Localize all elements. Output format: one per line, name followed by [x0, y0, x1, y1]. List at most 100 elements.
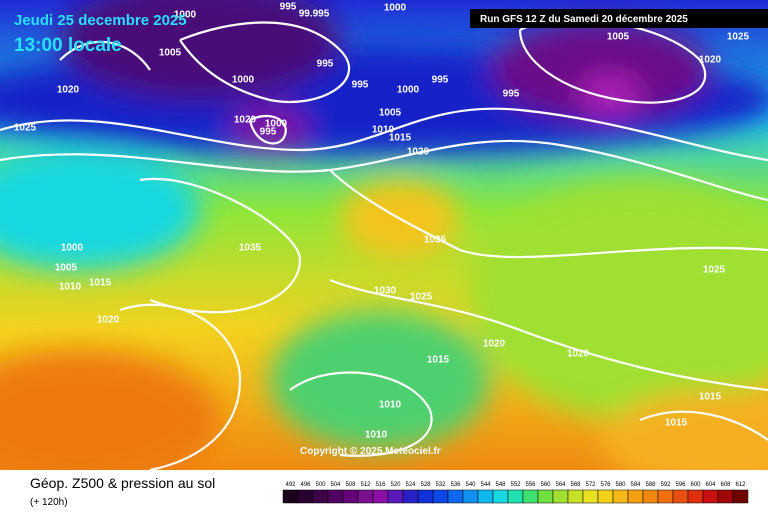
- scale-swatch: [672, 489, 689, 504]
- isobar-label: 1000: [61, 243, 84, 254]
- scale-swatch: [492, 489, 509, 504]
- scale-label: 544: [480, 482, 491, 488]
- isobar-label: 1015: [389, 133, 412, 144]
- isobar-label: 995: [352, 80, 369, 91]
- isobar-label: 1015: [89, 278, 112, 289]
- scale-label: 608: [720, 482, 731, 488]
- isobar-label: 1020: [57, 85, 80, 96]
- isobar-label: 1005: [159, 48, 182, 59]
- scale-swatch: [732, 489, 749, 504]
- isobar-label: 1005: [55, 263, 78, 274]
- isobar-label: 1020: [234, 115, 257, 126]
- isobar-label: 1010: [365, 430, 388, 441]
- scale-label: 556: [525, 482, 536, 488]
- scale-label: 512: [360, 482, 371, 488]
- scale-swatch: [567, 489, 584, 504]
- scale-label: 564: [555, 482, 566, 488]
- isobar-label: 995: [260, 127, 277, 138]
- isobar-label: 1025: [727, 32, 750, 43]
- scale-swatch: [357, 489, 374, 504]
- scale-label: 548: [495, 482, 506, 488]
- scale-swatch: [372, 489, 389, 504]
- scale-label: 524: [405, 482, 416, 488]
- scale-label: 492: [285, 482, 296, 488]
- scale-label: 596: [675, 482, 686, 488]
- scale-swatch: [432, 489, 449, 504]
- scale-label: 528: [420, 482, 431, 488]
- scale-label: 516: [375, 482, 386, 488]
- scale-swatch: [477, 489, 494, 504]
- scale-swatch: [597, 489, 614, 504]
- isobar-label: 1035: [239, 243, 262, 254]
- isobar-label: 1005: [379, 108, 402, 119]
- scale-swatch: [717, 489, 734, 504]
- scale-label: 500: [315, 482, 326, 488]
- scale-swatch: [447, 489, 464, 504]
- isobar-label: 1005: [607, 32, 630, 43]
- isobar-label: 99.995: [299, 9, 330, 20]
- time-label: 13:00 locale: [14, 35, 122, 56]
- scale-swatch: [522, 489, 539, 504]
- isobar-label: 1035: [424, 235, 447, 246]
- isobar-label: 1020: [699, 55, 722, 66]
- color-scale: 492 496 500 504 508 512 516 520 524 528 532 536 540 5…: [282, 482, 749, 504]
- scale-swatch: [462, 489, 479, 504]
- footer-title: Géop. Z500 & pression au sol: [30, 475, 215, 491]
- scale-swatch: [342, 489, 359, 504]
- scale-swatch: [312, 489, 329, 504]
- isobar-label: 995: [317, 59, 334, 70]
- scale-swatch: [282, 489, 299, 504]
- scale-label: 568: [570, 482, 581, 488]
- scale-label: 496: [300, 482, 311, 488]
- isobar-label: 1000: [174, 10, 197, 21]
- isobar-label: 1020: [483, 339, 506, 350]
- isobar-label: 1000: [384, 3, 407, 14]
- run-box: [470, 9, 768, 28]
- scale-swatch: [612, 489, 629, 504]
- isobar-label: 1015: [699, 392, 722, 403]
- scale-swatch: [297, 489, 314, 504]
- isobar-label: 995: [280, 2, 297, 13]
- scale-swatch: [402, 489, 419, 504]
- scale-swatch: [327, 489, 344, 504]
- isobar-label: 1015: [665, 418, 688, 429]
- scale-swatch: [417, 489, 434, 504]
- scale-label: 504: [330, 482, 341, 488]
- scale-swatch: [507, 489, 524, 504]
- scale-label: 532: [435, 482, 446, 488]
- isobar-label: 1010: [372, 125, 395, 136]
- scale-swatch: [642, 489, 659, 504]
- scale-label: 612: [735, 482, 746, 488]
- scale-swatch: [687, 489, 704, 504]
- run-label: Run GFS 12 Z du Samedi 20 décembre 2025: [480, 14, 688, 25]
- isobar-label: 1025: [703, 265, 726, 276]
- scale-swatch: [702, 489, 719, 504]
- isobar-label: 1030: [374, 286, 397, 297]
- isobar-label: 1000: [397, 85, 420, 96]
- isobar-label: 995: [432, 75, 449, 86]
- isobar-label: 1025: [410, 292, 433, 303]
- isobar-label: 1025: [14, 123, 37, 134]
- scale-label: 604: [705, 482, 716, 488]
- isobar-label: 1000: [265, 119, 288, 130]
- isobar-label: 1020: [567, 349, 590, 360]
- footer-lead: (+ 120h): [30, 497, 68, 508]
- isobar-label: 995: [503, 89, 520, 100]
- scale-label: 576: [600, 482, 611, 488]
- scale-label: 552: [510, 482, 521, 488]
- map-field: [0, 0, 768, 490]
- isobar-label: 1010: [59, 282, 82, 293]
- scale-swatch: [627, 489, 644, 504]
- scale-label: 592: [660, 482, 671, 488]
- isobar-label: 1010: [379, 400, 402, 411]
- isobar-label: 1000: [232, 75, 255, 86]
- scale-label: 520: [390, 482, 401, 488]
- scale-label: 588: [645, 482, 656, 488]
- scale-label: 584: [630, 482, 641, 488]
- scale-label: 508: [345, 482, 356, 488]
- isobar-label: 1020: [97, 315, 120, 326]
- scale-swatch: [657, 489, 674, 504]
- scale-swatch: [387, 489, 404, 504]
- date-label: Jeudi 25 decembre 2025: [14, 12, 187, 29]
